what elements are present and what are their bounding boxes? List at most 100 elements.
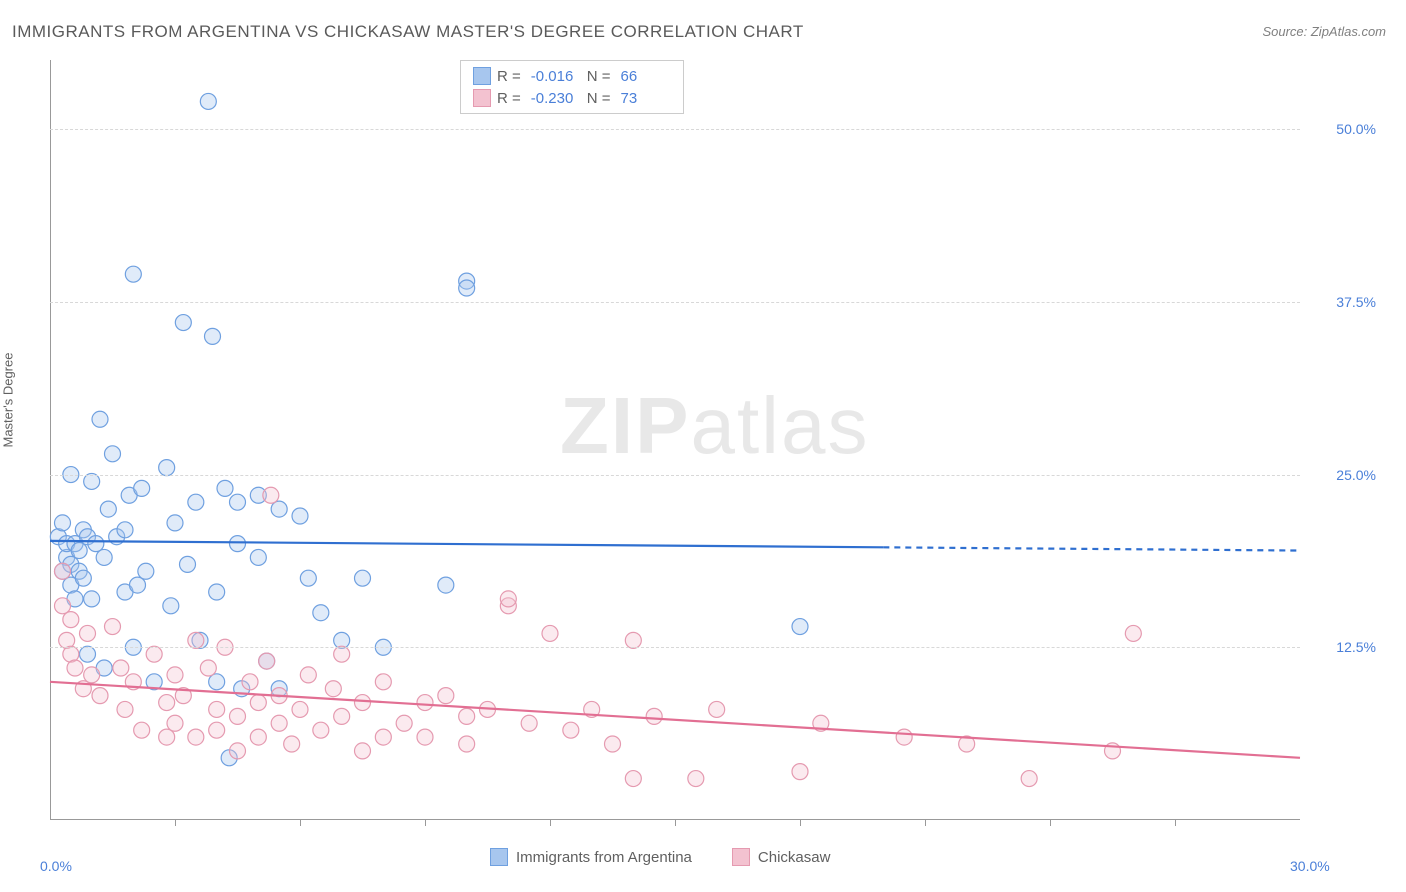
y-tick-label: 12.5% (1336, 639, 1376, 655)
legend-N-label: N = (587, 68, 611, 85)
x-tick-mark (800, 820, 801, 826)
data-point (105, 446, 121, 462)
data-point (163, 598, 179, 614)
trend-line-extrapolated (883, 547, 1300, 550)
data-point (55, 515, 71, 531)
data-point (205, 328, 221, 344)
x-tick-label: 0.0% (40, 858, 72, 874)
data-point (230, 743, 246, 759)
data-point (375, 674, 391, 690)
data-point (230, 708, 246, 724)
legend-label-series2: Chickasaw (758, 849, 831, 866)
data-point (100, 501, 116, 517)
legend-N-label: N = (587, 90, 611, 107)
data-point (134, 480, 150, 496)
data-point (92, 688, 108, 704)
data-point (438, 688, 454, 704)
data-point (209, 674, 225, 690)
data-point (209, 584, 225, 600)
data-point (80, 625, 96, 641)
data-point (159, 460, 175, 476)
x-tick-mark (300, 820, 301, 826)
legend-swatch-series1 (473, 67, 491, 85)
data-point (55, 563, 71, 579)
data-point (125, 266, 141, 282)
legend-N-value-2: 73 (621, 90, 671, 107)
x-tick-mark (550, 820, 551, 826)
data-point (355, 743, 371, 759)
data-point (71, 543, 87, 559)
data-point (146, 646, 162, 662)
data-point (1021, 771, 1037, 787)
data-point (117, 701, 133, 717)
data-point (284, 736, 300, 752)
data-point (84, 473, 100, 489)
data-point (84, 591, 100, 607)
data-point (130, 577, 146, 593)
legend-swatch-series2-b (732, 848, 750, 866)
data-point (188, 729, 204, 745)
data-point (134, 722, 150, 738)
legend-R-value-1: -0.016 (531, 68, 581, 85)
legend-label-series1: Immigrants from Argentina (516, 849, 692, 866)
scatter-plot-svg (50, 60, 1300, 820)
x-tick-mark (1050, 820, 1051, 826)
data-point (159, 695, 175, 711)
data-point (230, 536, 246, 552)
data-point (180, 556, 196, 572)
data-point (688, 771, 704, 787)
grid-line (50, 475, 1300, 476)
legend-item-series2: Chickasaw (732, 848, 831, 866)
source-attribution: Source: ZipAtlas.com (1262, 24, 1386, 39)
data-point (250, 549, 266, 565)
data-point (459, 736, 475, 752)
data-point (159, 729, 175, 745)
y-axis-label: Master's Degree (1, 353, 16, 448)
data-point (117, 522, 133, 538)
data-point (188, 632, 204, 648)
data-point (300, 570, 316, 586)
data-point (292, 701, 308, 717)
data-point (80, 646, 96, 662)
legend-swatch-series1-b (490, 848, 508, 866)
data-point (355, 570, 371, 586)
data-point (230, 494, 246, 510)
legend-N-value-1: 66 (621, 68, 671, 85)
grid-line (50, 302, 1300, 303)
data-point (313, 605, 329, 621)
y-tick-label: 50.0% (1336, 121, 1376, 137)
legend-swatch-series2 (473, 89, 491, 107)
x-tick-mark (175, 820, 176, 826)
data-point (459, 280, 475, 296)
data-point (209, 722, 225, 738)
x-tick-mark (425, 820, 426, 826)
data-point (167, 667, 183, 683)
data-point (113, 660, 129, 676)
legend-R-label: R = (497, 90, 521, 107)
data-point (167, 515, 183, 531)
data-point (92, 411, 108, 427)
x-tick-mark (925, 820, 926, 826)
data-point (209, 701, 225, 717)
data-point (313, 722, 329, 738)
legend-R-label: R = (497, 68, 521, 85)
grid-line (50, 647, 1300, 648)
data-point (75, 570, 91, 586)
chart-title: IMMIGRANTS FROM ARGENTINA VS CHICKASAW M… (12, 22, 804, 42)
data-point (200, 660, 216, 676)
data-point (292, 508, 308, 524)
data-point (271, 715, 287, 731)
data-point (459, 708, 475, 724)
data-point (167, 715, 183, 731)
data-point (55, 598, 71, 614)
legend-row-series1: R = -0.016 N = 66 (473, 65, 671, 87)
data-point (709, 701, 725, 717)
data-point (105, 619, 121, 635)
data-point (542, 625, 558, 641)
data-point (242, 674, 258, 690)
data-point (896, 729, 912, 745)
trend-line (50, 541, 883, 547)
data-point (396, 715, 412, 731)
data-point (355, 695, 371, 711)
data-point (188, 494, 204, 510)
